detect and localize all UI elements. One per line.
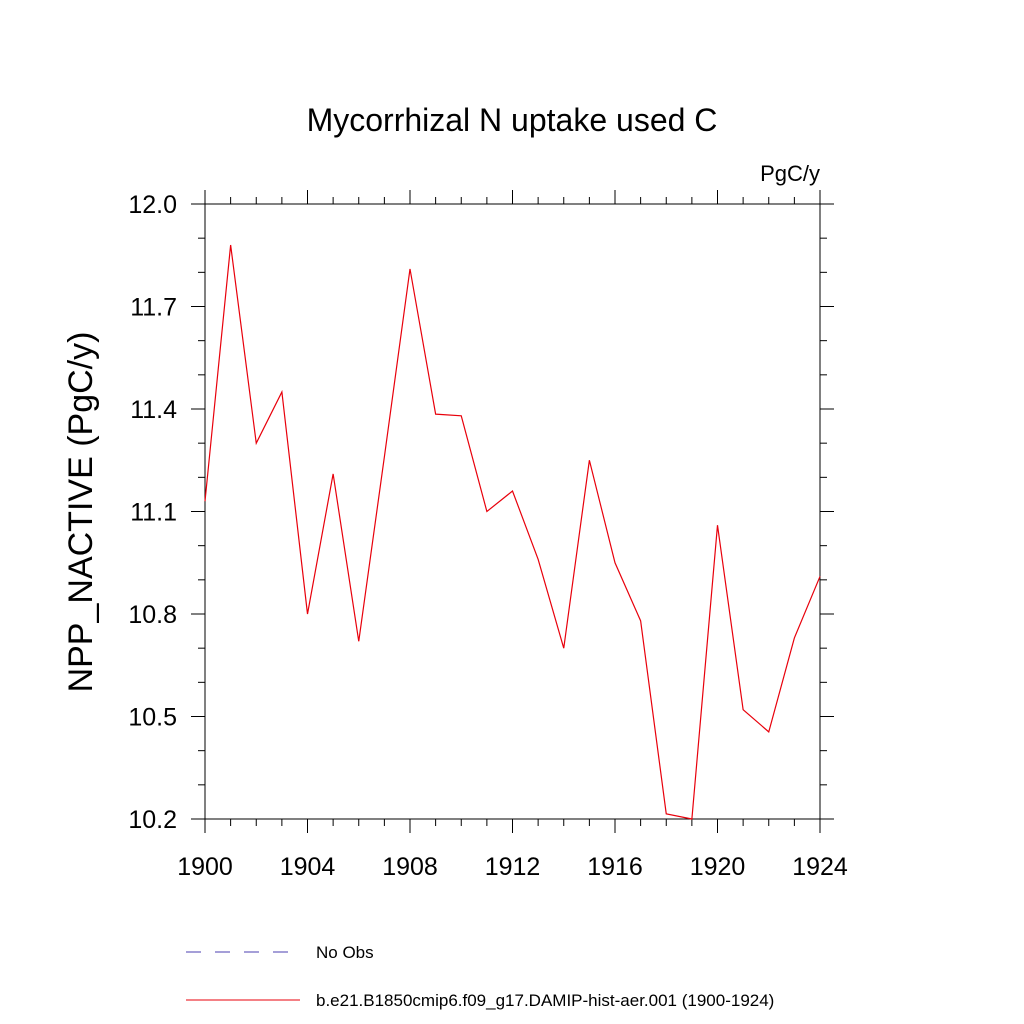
x-tick-label: 1912 — [485, 853, 541, 881]
y-tick-label: 10.8 — [128, 601, 177, 629]
y-tick-label: 11.4 — [130, 396, 177, 424]
units-label: PgC/y — [760, 161, 820, 186]
y-axis-label: NPP_NACTIVE (PgC/y) — [62, 332, 100, 693]
x-tick-label: 1924 — [792, 853, 848, 881]
axis-tick-labels: 1900 1904 1908 1912 1916 1920 1924 10.2 10.5 10.8… — [128, 191, 848, 881]
y-tick-label: 11.7 — [130, 294, 177, 322]
x-tick-label: 1908 — [382, 853, 438, 881]
axis-ticks — [191, 190, 834, 833]
series-layer — [204, 244, 821, 820]
legend-label: b.e21.B1850cmip6.f09_g17.DAMIP-hist-aer.… — [316, 991, 774, 1010]
x-tick-label: 1904 — [280, 853, 336, 881]
legend-label: No Obs — [316, 943, 374, 962]
series-line — [204, 244, 821, 820]
y-tick-label: 10.2 — [128, 806, 177, 834]
y-tick-label: 11.1 — [130, 499, 177, 527]
x-tick-label: 1900 — [177, 853, 233, 881]
x-tick-label: 1920 — [690, 853, 746, 881]
x-tick-label: 1916 — [587, 853, 643, 881]
y-tick-label: 10.5 — [128, 704, 177, 732]
legend: No Obs b.e21.B1850cmip6.f09_g17.DAMIP-his… — [186, 943, 774, 1010]
chart-title: Mycorrhizal N uptake used C — [307, 102, 718, 138]
plot-frame — [204, 203, 821, 820]
y-tick-label: 12.0 — [128, 191, 177, 219]
